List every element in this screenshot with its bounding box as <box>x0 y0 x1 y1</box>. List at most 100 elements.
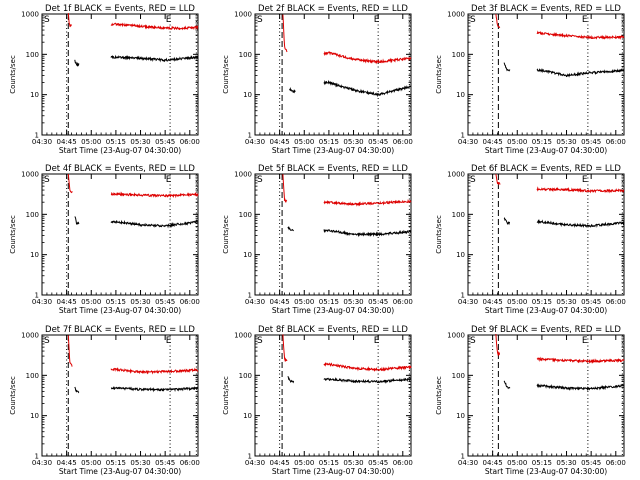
x-tick-label: 06:00 <box>180 138 200 146</box>
detector-panel: Det 8f BLACK = Events, RED = LLD Counts/s… <box>222 325 413 476</box>
plot-frame <box>41 13 199 136</box>
x-tick-label: 04:30 <box>458 138 478 146</box>
x-axis-label: Start Time (23-Aug-07 04:30:00) <box>59 467 181 476</box>
lld-series-line <box>282 334 288 363</box>
y-tick-label: 100 <box>452 51 465 59</box>
y-tick-label: 10 <box>456 91 465 99</box>
y-tick-label: 100 <box>26 372 39 380</box>
x-axis-label: Start Time (23-Aug-07 04:30:00) <box>485 467 607 476</box>
x-tick-label: 06:00 <box>180 459 200 467</box>
panel-title: Det 9f BLACK = Events, RED = LLD <box>471 325 621 335</box>
panel-title: Det 5f BLACK = Events, RED = LLD <box>258 164 408 174</box>
y-tick-label: 100 <box>239 211 252 219</box>
x-tick-label: 05:30 <box>130 459 150 467</box>
x-tick-label: 05:15 <box>106 138 126 146</box>
end-marker: E <box>374 175 380 185</box>
detector-panel: Det 7f BLACK = Events, RED = LLD Counts/s… <box>9 325 200 476</box>
x-tick-label: 06:00 <box>393 298 413 306</box>
x-tick-label: 06:00 <box>606 298 626 306</box>
start-marker: S <box>470 336 476 346</box>
events-series-line <box>110 386 199 393</box>
plot-frame <box>254 13 412 136</box>
plot-frame <box>467 13 625 136</box>
plot-frame <box>467 334 625 457</box>
detector-panel: Det 6f BLACK = Events, RED = LLD Counts/s… <box>435 164 626 315</box>
x-axis-label: Start Time (23-Aug-07 04:30:00) <box>272 146 394 155</box>
y-axis-label: Counts/sec <box>222 55 230 94</box>
y-tick-label: 1 <box>35 132 39 140</box>
end-marker: E <box>166 336 172 346</box>
x-tick-label: 04:45 <box>57 138 77 146</box>
y-axis-label: Counts/sec <box>9 55 17 94</box>
events-series-line <box>503 380 511 390</box>
plot-frame <box>41 173 199 296</box>
start-marker: S <box>470 15 476 25</box>
x-tick-label: 05:45 <box>581 459 601 467</box>
end-marker: E <box>582 15 588 25</box>
y-tick-label: 1000 <box>234 11 252 19</box>
end-marker: E <box>582 336 588 346</box>
events-series-line <box>110 219 199 229</box>
y-axis-label: Counts/sec <box>222 376 230 415</box>
lld-series-line <box>110 191 199 199</box>
x-tick-label: 05:30 <box>343 298 363 306</box>
x-tick-label: 05:45 <box>155 459 175 467</box>
start-marker: S <box>257 15 263 25</box>
plot-frame <box>254 173 412 296</box>
start-marker: S <box>44 336 50 346</box>
events-series-line <box>536 383 625 392</box>
lld-series-line <box>282 174 288 203</box>
events-series-line <box>536 67 625 78</box>
y-tick-label: 1000 <box>447 11 465 19</box>
x-tick-label: 05:45 <box>155 138 175 146</box>
x-tick-label: 05:45 <box>155 298 175 306</box>
lld-series-line <box>536 30 625 40</box>
end-marker: E <box>166 15 172 25</box>
end-marker: E <box>582 175 588 185</box>
y-tick-label: 1000 <box>21 332 39 340</box>
lld-series-line <box>495 14 501 29</box>
panel-title: Det 7f BLACK = Events, RED = LLD <box>45 325 195 335</box>
x-tick-label: 04:30 <box>458 459 478 467</box>
x-tick-label: 05:15 <box>532 298 552 306</box>
x-tick-label: 04:45 <box>483 298 503 306</box>
y-axis-label: Counts/sec <box>9 215 17 254</box>
x-tick-label: 05:15 <box>532 138 552 146</box>
x-axis-label: Start Time (23-Aug-07 04:30:00) <box>485 306 607 315</box>
y-tick-label: 10 <box>456 412 465 420</box>
events-series-line <box>323 229 412 238</box>
x-axis-label: Start Time (23-Aug-07 04:30:00) <box>485 146 607 155</box>
detector-panel: Det 5f BLACK = Events, RED = LLD Counts/s… <box>222 164 413 315</box>
y-tick-label: 1 <box>35 453 39 461</box>
start-marker: S <box>44 15 50 25</box>
x-tick-label: 05:30 <box>130 138 150 146</box>
x-tick-label: 05:00 <box>294 138 314 146</box>
x-tick-label: 04:30 <box>32 459 52 467</box>
y-tick-label: 1000 <box>234 171 252 179</box>
y-tick-label: 10 <box>30 91 39 99</box>
y-tick-label: 1 <box>248 292 252 300</box>
y-axis-label: Counts/sec <box>435 215 443 254</box>
y-tick-label: 10 <box>243 91 252 99</box>
panel-title: Det 3f BLACK = Events, RED = LLD <box>471 4 621 14</box>
detector-panel: Det 9f BLACK = Events, RED = LLD Counts/s… <box>435 325 626 476</box>
panel-title: Det 2f BLACK = Events, RED = LLD <box>258 4 408 14</box>
lld-series-line <box>67 335 73 367</box>
start-marker: S <box>257 336 263 346</box>
y-tick-label: 100 <box>452 211 465 219</box>
y-tick-label: 10 <box>30 412 39 420</box>
x-tick-label: 06:00 <box>180 298 200 306</box>
events-series-line <box>503 62 511 72</box>
y-tick-label: 100 <box>452 372 465 380</box>
detector-panel: Det 2f BLACK = Events, RED = LLD Counts/s… <box>222 4 413 155</box>
x-axis-label: Start Time (23-Aug-07 04:30:00) <box>272 306 394 315</box>
events-series-line <box>323 376 412 384</box>
lld-series-line <box>323 199 412 207</box>
start-marker: S <box>470 175 476 185</box>
end-marker: E <box>374 336 380 346</box>
x-tick-label: 05:45 <box>368 138 388 146</box>
x-tick-label: 05:15 <box>106 298 126 306</box>
y-tick-label: 1000 <box>21 11 39 19</box>
x-tick-label: 05:15 <box>319 138 339 146</box>
x-tick-label: 04:30 <box>245 138 265 146</box>
